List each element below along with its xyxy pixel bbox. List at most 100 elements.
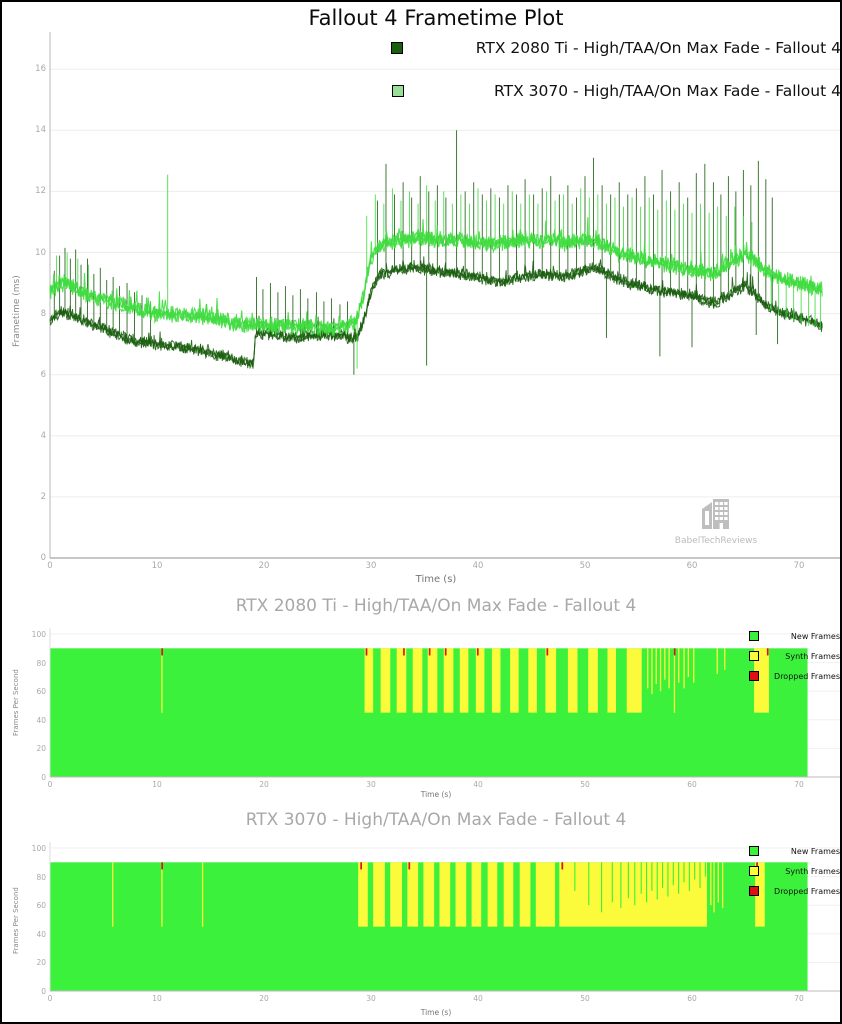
synth-frames-bar	[439, 862, 451, 927]
fps-chart-2080ti: RTX 2080 Ti - High/TAA/On Max Fade - Fal…	[2, 594, 840, 808]
fps-x-axis-label-2080ti: Time (s)	[420, 790, 452, 799]
synth-frames-streak	[713, 862, 715, 913]
dropped-frames-mark	[161, 648, 163, 656]
fps-y-tick-label: 40	[36, 715, 46, 725]
watermark-text: BabelTechReviews	[674, 536, 758, 546]
synth-frames-streak	[647, 648, 649, 689]
x-tick-label: 70	[793, 561, 805, 571]
synth-frames-streak	[659, 648, 662, 692]
new-frames-streak	[634, 862, 636, 906]
legend-label-dropped-frames: Dropped Frames	[774, 672, 840, 681]
dropped-frames-mark	[408, 862, 411, 870]
fps-y-axis-label-3070: Frames Per Second	[12, 887, 20, 954]
legend-label-new-frames: New Frames	[790, 847, 840, 856]
fps-x-tick-label: 50	[580, 994, 590, 1003]
new-frames-streak	[683, 862, 685, 883]
synth-frames-bar	[455, 862, 467, 927]
new-frames-streak	[620, 862, 622, 909]
fps-y-tick-label: 0	[41, 773, 46, 782]
synth-frames-bar	[423, 862, 435, 927]
synth-frames-streak	[668, 648, 670, 689]
synth-frames-streak	[678, 648, 680, 683]
synth-frames-bar	[755, 862, 765, 927]
legend-label-synth-frames: Synth Frames	[785, 652, 840, 661]
synth-frames-streak	[710, 862, 712, 906]
legend-swatch-rtx2080ti	[391, 42, 403, 54]
y-tick-label: 6	[40, 369, 46, 380]
fps-chart-3070: RTX 3070 - High/TAA/On Max Fade - Fallou…	[2, 808, 840, 1022]
legend-label-rtx2080ti: RTX 2080 Ti - High/TAA/On Max Fade - Fal…	[475, 39, 841, 57]
fps-y-tick-label: 40	[36, 929, 46, 939]
fps-y-tick-label: 100	[31, 844, 46, 853]
synth-frames-bar	[510, 648, 519, 713]
new-frames-streak	[662, 862, 664, 889]
synth-frames-bar	[459, 648, 469, 713]
new-frames-streak	[601, 862, 603, 913]
synth-frames-bar	[427, 648, 438, 713]
watermark: BabelTechReviews	[666, 497, 766, 546]
legend-label-synth-frames: Synth Frames	[785, 867, 840, 876]
synth-frames-bar	[364, 648, 374, 713]
synth-frames-bar	[487, 862, 498, 927]
new-frames-streak	[688, 862, 690, 891]
synth-frames-bar	[471, 862, 482, 927]
chart-title: Fallout 4 Frametime Plot	[308, 6, 564, 30]
legend-label-rtx3070: RTX 3070 - High/TAA/On Max Fade - Fallou…	[493, 82, 841, 100]
legend-label-dropped-frames: Dropped Frames	[774, 887, 840, 896]
fps-y-axis-label-2080ti: Frames Per Second	[12, 669, 20, 736]
synth-frames-streak	[161, 648, 163, 713]
synth-frames-bar	[407, 862, 419, 927]
x-tick-label: 20	[258, 561, 270, 571]
fps-chart-title-3070: RTX 3070 - High/TAA/On Max Fade - Fallou…	[245, 810, 627, 830]
new-frames-streak	[640, 862, 642, 894]
synth-frames-bar	[412, 648, 423, 713]
fps-x-tick-label: 50	[580, 780, 590, 789]
synth-frames-streak	[683, 648, 685, 689]
fps-y-tick-label: 80	[36, 658, 46, 668]
synth-frames-streak	[161, 862, 163, 927]
synth-frames-streak	[693, 648, 695, 683]
fps-x-tick-label: 10	[152, 780, 162, 789]
synth-frames-streak	[687, 648, 690, 677]
y-tick-label: 4	[40, 430, 46, 441]
fps-y-tick-label: 100	[31, 630, 46, 639]
x-tick-label: 60	[686, 561, 698, 571]
fps-plot-svg-3070	[49, 842, 840, 992]
dropped-frames-mark	[161, 862, 163, 870]
dropped-frames-mark	[444, 648, 447, 656]
fps-x-tick-label: 20	[259, 994, 269, 1003]
series-path	[49, 256, 823, 369]
dropped-frames-mark	[756, 862, 758, 870]
fps-x-tick-label: 40	[473, 994, 483, 1003]
fps-y-tick-label: 80	[36, 872, 46, 882]
x-tick-label: 0	[47, 561, 53, 571]
y-tick-label: 8	[40, 308, 46, 319]
legend-swatch-dropped-frames	[749, 886, 759, 896]
fps-x-tick-label: 30	[366, 994, 376, 1003]
synth-frames-bar	[588, 648, 598, 713]
fps-x-tick-label: 60	[687, 780, 697, 789]
legend-swatch-new-frames	[749, 846, 759, 856]
fps-y-tick-label: 20	[36, 958, 46, 968]
synth-frames-bar	[475, 648, 485, 713]
new-frames-streak	[645, 862, 648, 903]
dropped-frames-mark	[360, 862, 362, 870]
legend-swatch-synth-frames	[749, 866, 759, 876]
fps-x-tick-label: 40	[473, 780, 483, 789]
dropped-frames-mark	[673, 648, 676, 656]
synth-frames-bar	[607, 648, 617, 713]
y-tick-label: 0	[40, 553, 46, 563]
legend-label-new-frames: New Frames	[790, 632, 840, 641]
synth-frames-bar	[373, 862, 385, 927]
synth-frames-streak	[721, 862, 724, 909]
x-axis-label: Time (s)	[415, 574, 457, 585]
synth-frames-streak	[724, 648, 726, 670]
synth-frames-bar	[491, 648, 501, 713]
fps-chart-title-2080ti: RTX 2080 Ti - High/TAA/On Max Fade - Fal…	[235, 596, 637, 616]
fps-x-tick-label: 70	[794, 994, 804, 1003]
legend-swatch-new-frames	[749, 631, 759, 641]
synth-frames-bar	[559, 862, 707, 927]
new-frames-streak	[699, 862, 701, 889]
synth-frames-streak	[716, 648, 718, 675]
